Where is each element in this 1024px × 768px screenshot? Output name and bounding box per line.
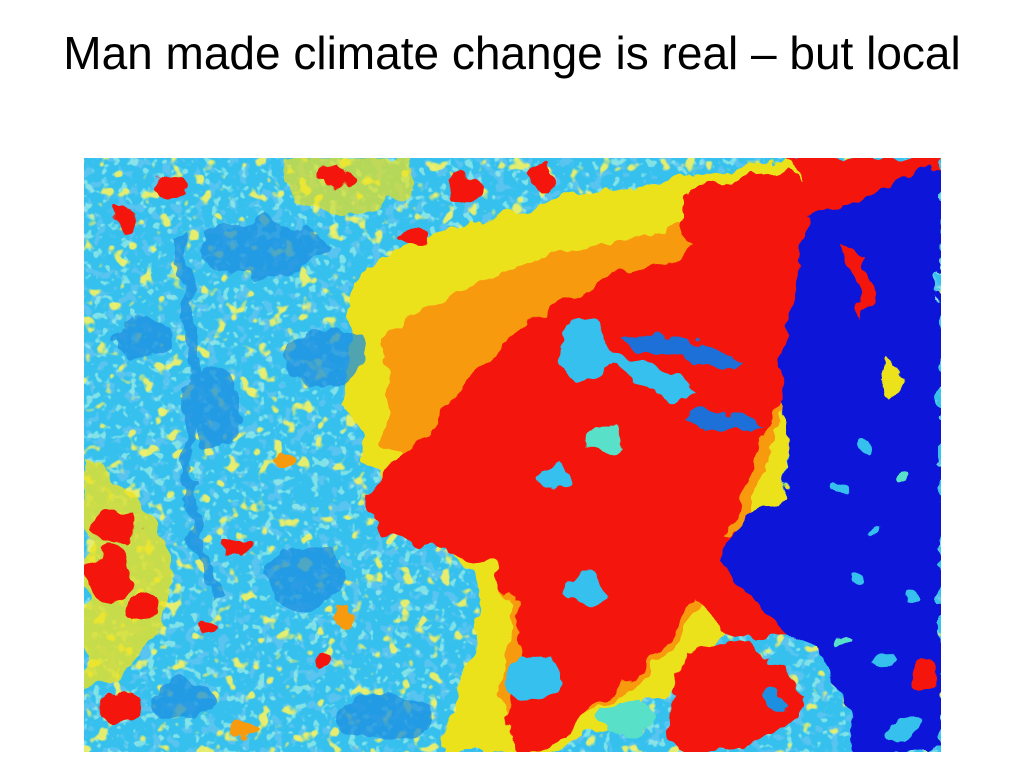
harbor-islands	[762, 248, 936, 738]
thermal-heatmap-image	[84, 158, 941, 752]
thermal-heatmap-svg	[84, 158, 941, 752]
urban-cool-patches	[504, 318, 704, 734]
harbor-water	[624, 168, 941, 752]
western-hot-spots	[87, 166, 562, 738]
slide-title: Man made climate change is real – but lo…	[63, 27, 961, 79]
cool-mottling	[114, 218, 434, 743]
